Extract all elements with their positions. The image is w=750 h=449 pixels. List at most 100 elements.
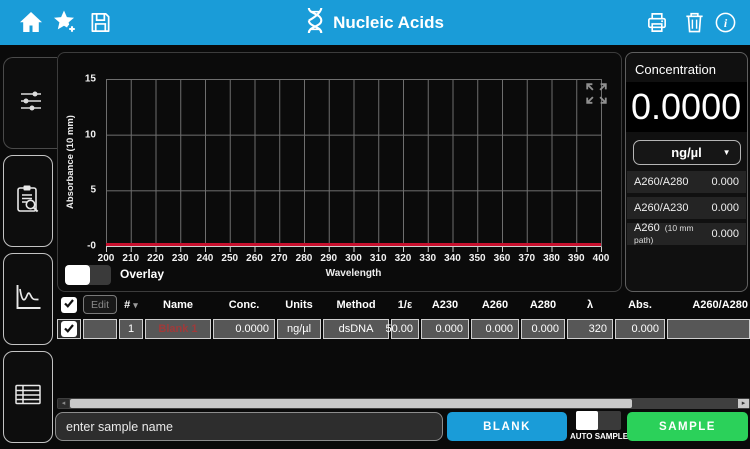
column-header-method: Method	[336, 298, 376, 311]
x-axis-tickmarks	[106, 247, 602, 252]
row-checkbox[interactable]	[61, 321, 77, 337]
plot-area	[106, 79, 602, 247]
cell-a230: 0.000	[421, 319, 469, 339]
column-header-name: Name	[163, 298, 193, 311]
x-tick-label: 260	[246, 253, 263, 264]
cell-a280: 0.000	[521, 319, 565, 339]
blank-button[interactable]: BLANK	[447, 412, 567, 441]
auto-sample-toggle[interactable]	[576, 411, 621, 430]
units-dropdown[interactable]: ng/µl ▼	[632, 140, 741, 165]
expand-chart-button[interactable]	[579, 76, 614, 111]
baseline-line	[106, 243, 601, 246]
x-tick-label: 220	[147, 253, 164, 264]
column-header-a280: A280	[529, 298, 557, 311]
sort-caret-icon: ▾	[133, 299, 138, 310]
chevron-down-icon: ▼	[722, 148, 731, 157]
scroll-right-arrow[interactable]: ▸	[738, 399, 749, 408]
info-button[interactable]: i	[714, 11, 737, 34]
x-tick-label: 320	[394, 253, 412, 264]
concentration-title: Concentration	[635, 62, 716, 77]
column-header-num[interactable]: # ▾	[124, 298, 138, 311]
sidebar-tab-table[interactable]	[3, 351, 53, 443]
x-tick-label: 370	[518, 253, 536, 264]
ratio-label: A260/A280	[634, 176, 689, 188]
sliders-icon	[18, 90, 44, 117]
column-header-units: Units	[285, 298, 313, 311]
x-tick-label: 310	[369, 253, 387, 264]
x-tick-label: 240	[196, 253, 214, 264]
x-tick-label: 350	[468, 253, 486, 264]
x-tick-label: 250	[221, 253, 239, 264]
edit-button[interactable]: Edit	[83, 295, 117, 314]
y-tick-label: 10	[84, 129, 96, 141]
top-bar: Nucleic Acids i	[0, 0, 750, 45]
x-tick-label: 290	[320, 253, 338, 264]
column-header-conc: Conc.	[228, 298, 260, 311]
h-scrollbar[interactable]: ◂ ▸	[57, 398, 750, 409]
table-row: 1 Blank 1 0.0000 ng/µl dsDNA 50.00 0.000…	[57, 318, 750, 340]
cell-conc: 0.0000	[213, 319, 275, 339]
expand-icon	[579, 83, 614, 114]
y-axis-ticks: 15 10 5 -0	[58, 74, 101, 252]
x-tick-label: 360	[493, 253, 511, 264]
y-tick-label: 15	[84, 73, 96, 85]
x-tick-label: 300	[345, 253, 362, 264]
ratio-row-a260: A260 (10 mm path) 0.000	[627, 222, 746, 245]
delete-button[interactable]	[684, 11, 705, 34]
checkbox-check-icon	[63, 297, 75, 312]
trash-icon	[684, 12, 705, 37]
home-button[interactable]	[18, 10, 44, 35]
cell-method: dsDNA	[323, 319, 389, 339]
cell-inv-epsilon: 50.00	[385, 319, 419, 339]
print-button[interactable]	[645, 11, 669, 34]
sidebar-tab-reports[interactable]	[3, 155, 53, 247]
x-tick-label: 270	[270, 253, 288, 264]
cell-spacer	[83, 319, 117, 339]
sample-button[interactable]: SAMPLE	[627, 412, 748, 441]
ratio-value: 0.000	[711, 176, 739, 188]
ratio-label: A260/A230	[634, 202, 689, 214]
table-header-row: Edit # ▾ Name Conc. Units Method 1/ε A230…	[57, 294, 750, 315]
column-header-inv-epsilon: 1/ε	[397, 298, 413, 311]
home-icon	[18, 12, 44, 38]
x-tick-label: 210	[122, 253, 140, 264]
cell-num: 1	[119, 319, 143, 339]
scroll-left-arrow[interactable]: ◂	[58, 399, 69, 408]
scroll-thumb[interactable]	[70, 399, 632, 408]
cell-a260: 0.000	[471, 319, 519, 339]
overlay-toggle[interactable]	[65, 265, 111, 285]
overlay-label: Overlay	[120, 267, 165, 281]
cell-units: ng/µl	[277, 319, 321, 339]
x-axis-ticks: 200 210 220 230 240 250 260 270 280 290 300 310 320 3…	[98, 253, 610, 265]
units-value: ng/µl	[671, 145, 702, 160]
toggle-knob	[65, 265, 90, 285]
x-tick-label: 230	[171, 253, 189, 264]
star-plus-icon	[52, 10, 79, 39]
ratio-label: A260 (10 mm path)	[634, 222, 694, 245]
header-checkbox[interactable]	[61, 296, 77, 313]
column-header-abs: Abs.	[628, 298, 652, 311]
cell-a260-a280	[667, 319, 750, 339]
cell-abs: 0.000	[615, 319, 665, 339]
column-header-a230: A230	[431, 298, 459, 311]
clipboard-search-icon	[15, 184, 41, 219]
x-tick-label: 390	[567, 253, 585, 264]
x-tick-label: 200	[97, 253, 115, 264]
sample-name-input[interactable]	[55, 412, 443, 441]
save-button[interactable]	[89, 11, 112, 34]
favorites-button[interactable]	[52, 9, 79, 36]
column-header-lambda: λ	[586, 298, 594, 311]
spectrum-icon	[13, 282, 43, 317]
title-group: Nucleic Acids	[306, 0, 444, 45]
ratio-row-a260-a230: A260/A230 0.000	[627, 197, 746, 219]
x-tick-label: 340	[444, 253, 461, 264]
svg-text:i: i	[724, 16, 728, 30]
printer-icon	[645, 13, 669, 37]
ratio-value: 0.000	[711, 202, 739, 214]
concentration-panel: Concentration 0.0000 ng/µl ▼ A260/A280 0…	[625, 52, 748, 292]
sidebar-tab-settings[interactable]	[3, 57, 57, 149]
sidebar-tab-spectra[interactable]	[3, 253, 53, 345]
y-tick-label: -0	[87, 240, 96, 252]
x-axis-label: Wavelength	[325, 268, 382, 279]
checkbox-check-icon	[63, 322, 75, 337]
